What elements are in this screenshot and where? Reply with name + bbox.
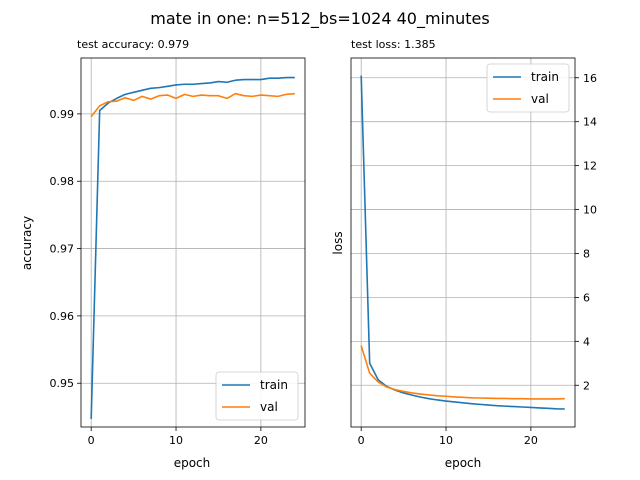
accuracy-legend-label-val: val (260, 400, 278, 414)
loss-x-tick-label: 0 (358, 434, 365, 447)
loss-y-tick-label: 8 (583, 247, 590, 260)
accuracy-y-tick-label: 0.95 (50, 377, 75, 390)
loss-chart: test loss: 1.385 epoch loss 0 10 20 2 4 6 8 10 1… (331, 38, 597, 470)
accuracy-y-tick-label: 0.99 (50, 108, 75, 121)
loss-y-tick-label: 16 (583, 72, 597, 85)
loss-legend-box (486, 63, 570, 113)
loss-y-tick-label: 14 (583, 116, 597, 129)
loss-y-tick-label: 6 (583, 291, 590, 304)
accuracy-chart: test accuracy: 0.979 epoch accuracy 0 10 2… (20, 38, 306, 470)
loss-x-tick-label: 10 (439, 434, 453, 447)
loss-val-line (360, 345, 565, 400)
loss-legend-label-val: val (531, 92, 549, 106)
accuracy-legend-box (215, 371, 299, 421)
loss-y-tick-label: 2 (583, 379, 590, 392)
loss-train-line (360, 75, 565, 410)
accuracy-y-tick-label: 0.96 (50, 310, 75, 323)
loss-x-tick-label: 20 (524, 434, 538, 447)
loss-y-tick-label: 4 (583, 335, 590, 348)
loss-ylabel: loss (331, 231, 345, 254)
accuracy-legend-label-train: train (260, 378, 288, 392)
loss-axes-frame (350, 57, 576, 428)
accuracy-x-tick-label: 20 (254, 434, 268, 447)
loss-legend: train val (486, 63, 570, 113)
accuracy-val-line (90, 92, 295, 118)
accuracy-axes-frame (80, 57, 306, 428)
accuracy-x-tick-label: 0 (88, 434, 95, 447)
accuracy-y-tick-label: 0.98 (50, 175, 75, 188)
figure-suptitle: mate in one: n=512_bs=1024 40_minutes (150, 9, 489, 29)
accuracy-xlabel: epoch (174, 456, 211, 470)
accuracy-legend: train val (215, 371, 299, 421)
loss-title: test loss: 1.385 (351, 38, 436, 51)
loss-y-tick-label: 12 (583, 160, 597, 173)
loss-xlabel: epoch (445, 456, 482, 470)
accuracy-x-tick-label: 10 (169, 434, 183, 447)
loss-y-tick-label: 10 (583, 204, 597, 217)
accuracy-train-line (90, 76, 295, 419)
loss-legend-label-train: train (531, 70, 559, 84)
accuracy-ylabel: accuracy (20, 216, 34, 270)
accuracy-title: test accuracy: 0.979 (77, 38, 189, 51)
accuracy-y-tick-label: 0.97 (50, 243, 75, 256)
